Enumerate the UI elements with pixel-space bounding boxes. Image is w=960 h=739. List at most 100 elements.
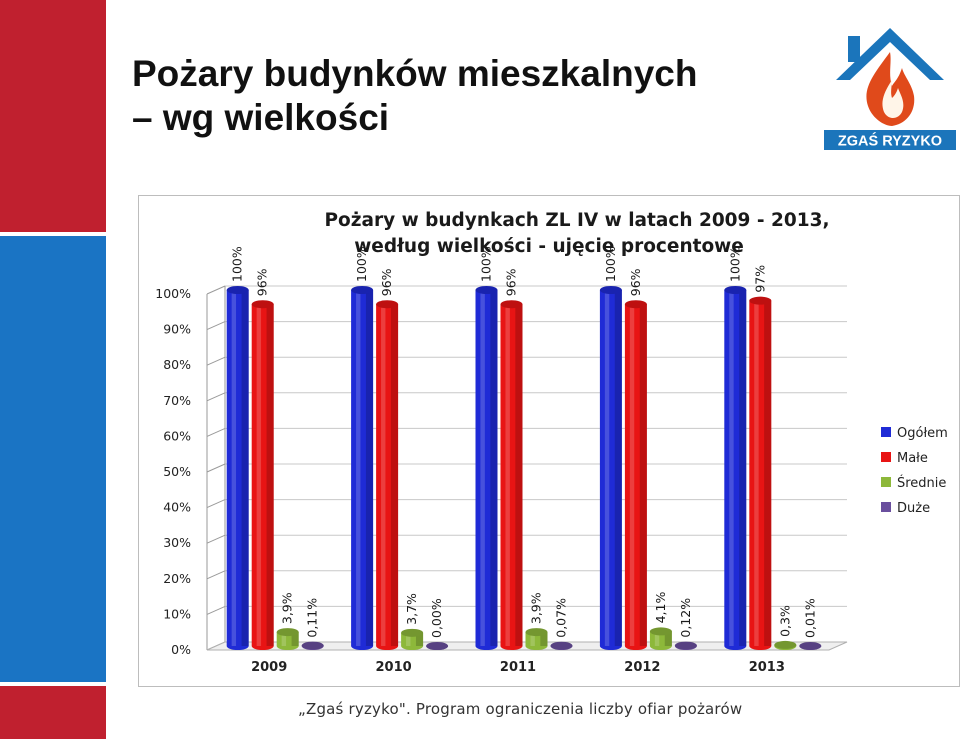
bar-body <box>401 632 424 650</box>
tick-line <box>206 463 226 473</box>
bar-shadow <box>739 290 747 646</box>
bar-data-label: 4,1% <box>653 592 668 624</box>
bar-data-label: 100% <box>727 246 742 282</box>
left-stripe-red-top <box>0 0 106 232</box>
bar <box>724 286 747 650</box>
bar-top <box>401 628 424 637</box>
bar-top <box>550 641 573 650</box>
y-tick-label: 40% <box>163 500 191 515</box>
bar-data-label: 100% <box>230 246 245 282</box>
bar-data-label: 100% <box>603 246 618 282</box>
bar-top <box>351 286 374 294</box>
bar-data-label: 96% <box>628 268 643 296</box>
bar-shadow <box>241 290 249 646</box>
bar-data-label: 0,00% <box>429 598 444 638</box>
tick-line <box>206 605 226 615</box>
bar-body <box>251 304 274 650</box>
tick-line <box>206 427 226 437</box>
bar-data-label: 97% <box>752 265 767 293</box>
x-tick-label: 2009 <box>251 660 287 675</box>
bar-highlight <box>604 290 610 646</box>
bar <box>426 642 449 650</box>
bar-highlight <box>530 632 535 646</box>
bar <box>550 641 573 650</box>
bar-shadow <box>764 300 772 646</box>
x-tick-label: 2012 <box>624 660 660 675</box>
legend-swatch <box>881 477 891 487</box>
bar <box>624 300 647 650</box>
bar-top <box>301 641 324 650</box>
bar-shadow <box>515 304 523 646</box>
bar-shadow <box>415 632 424 646</box>
bar-top <box>774 640 797 649</box>
bar-top <box>251 300 274 309</box>
bar-highlight <box>256 304 262 646</box>
bar-top <box>475 286 498 294</box>
tick-line <box>206 499 226 509</box>
y-tick-label: 70% <box>163 393 191 408</box>
bar-top <box>599 286 622 294</box>
bar-data-label: 0,12% <box>678 598 693 638</box>
logo-text: ZGAŚ RYZYKO <box>838 132 942 150</box>
legend-label: Duże <box>897 501 930 516</box>
bar-body <box>351 290 374 650</box>
bar-shadow <box>266 304 274 646</box>
x-tick-label: 2010 <box>376 660 412 675</box>
slide-title-line1: Pożary budynków mieszkalnych <box>132 53 698 94</box>
bar-body <box>500 304 523 650</box>
bar-data-label: 96% <box>255 268 270 296</box>
bar <box>351 286 374 650</box>
tick-line <box>206 321 226 331</box>
bar-body <box>525 632 548 650</box>
legend-swatch <box>881 502 891 512</box>
y-tick-label: 0% <box>171 642 191 657</box>
bar-top <box>624 300 647 309</box>
tick-line <box>206 285 226 295</box>
tick-line <box>206 570 226 580</box>
bar-highlight <box>356 290 361 646</box>
y-tick-label: 80% <box>163 357 191 372</box>
bar-top <box>226 286 249 294</box>
bar-data-label: 96% <box>504 268 519 296</box>
bar-shadow <box>614 290 622 646</box>
bar-shadow <box>291 632 299 646</box>
bar <box>774 640 797 650</box>
bar-shadow <box>365 290 374 646</box>
chart-bars <box>226 286 822 650</box>
bar-highlight <box>281 632 287 646</box>
bar <box>749 296 772 650</box>
bar-top <box>426 642 449 650</box>
bar-body <box>749 300 772 650</box>
bar-top <box>749 296 772 305</box>
zgas-ryzyko-logo: ZGAŚ RYZYKO <box>822 22 958 154</box>
house-flame-icon: ZGAŚ RYZYKO <box>824 28 956 150</box>
bar-highlight <box>729 290 734 646</box>
bar-shadow <box>390 304 399 646</box>
bar-data-label: 100% <box>354 246 369 282</box>
chart-frame: Pożary w budynkach ZL IV w latach 2009 -… <box>138 195 960 687</box>
bar-data-label: 3,9% <box>529 592 544 624</box>
tick-line <box>206 356 226 366</box>
bar-top <box>799 641 822 650</box>
chart-data-labels: 100% 96% 3,9% 0,11% 100% 96% 3,7% 0,00% 100% 96% 3… <box>230 246 818 638</box>
bar-top <box>525 628 548 637</box>
bar-shadow <box>490 290 498 646</box>
bar-highlight <box>754 300 759 646</box>
bar-data-label: 3,9% <box>280 592 295 624</box>
bar-body <box>475 290 498 650</box>
bar-body <box>226 290 249 650</box>
y-tick-label: 30% <box>163 535 191 550</box>
bar <box>649 627 672 650</box>
legend-swatch <box>881 452 891 462</box>
bar <box>376 300 399 650</box>
bar-highlight <box>480 290 485 646</box>
bar-shadow <box>540 632 548 646</box>
legend-label: Ogółem <box>897 426 948 441</box>
legend-swatch <box>881 427 891 437</box>
bar-data-label: 0,3% <box>777 605 792 637</box>
bar-body <box>724 290 747 650</box>
bar-highlight <box>406 632 411 646</box>
y-tick-label: 10% <box>163 606 191 621</box>
legend-label: Małe <box>897 451 928 466</box>
bar <box>799 641 822 650</box>
